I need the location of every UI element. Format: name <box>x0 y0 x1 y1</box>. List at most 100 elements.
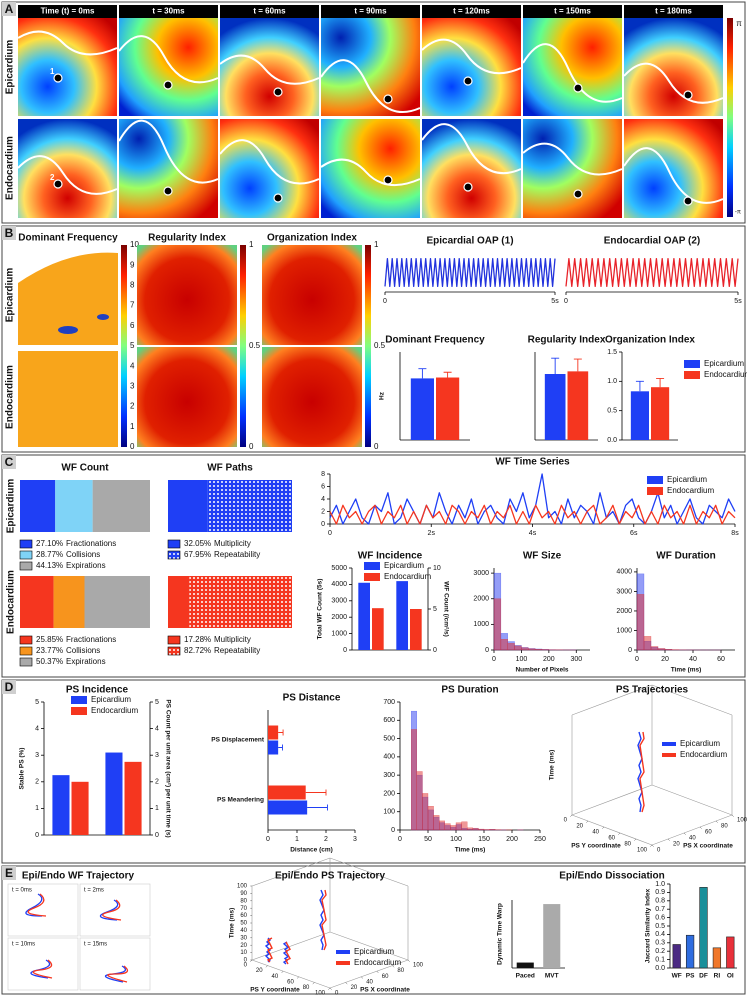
time-label: t = 150ms <box>554 7 591 16</box>
phase-singularity <box>573 189 583 199</box>
x-tick-label: 4s <box>529 530 537 537</box>
trajectory-frame <box>7 937 79 991</box>
axis-tick-label: 60 <box>240 913 247 919</box>
y-tick-label: 2 <box>35 779 39 786</box>
bar <box>410 609 422 650</box>
y-tick-label: 0.0 <box>607 437 617 444</box>
histogram-bar <box>444 823 451 831</box>
y-axis-label: Jaccard Similarity Index <box>645 888 652 963</box>
x-tick-label: 300 <box>570 656 582 663</box>
bar <box>124 761 142 835</box>
histogram-bar <box>507 643 515 651</box>
wavefront-contour <box>17 30 118 56</box>
chart-title: Epicardial OAP (1) <box>426 236 513 247</box>
y-tick-label: 0 <box>433 647 437 654</box>
axis-tick-label: 70 <box>240 906 247 912</box>
colorbar <box>365 245 371 447</box>
x-tick-label: 5s <box>551 298 559 305</box>
bar <box>268 800 308 815</box>
panel-letter: C <box>5 455 14 469</box>
histogram-bar <box>455 822 462 831</box>
map-header <box>321 5 420 18</box>
y-tick-label: 0 <box>485 647 489 654</box>
frame-label: t = 0ms <box>12 888 32 894</box>
axis-tick-label: 20 <box>576 824 583 830</box>
map-header <box>18 5 117 18</box>
axis-tick <box>312 982 315 985</box>
y-tick-label: 3 <box>155 752 159 759</box>
colorbar-tick: 1 <box>374 240 379 249</box>
y-axis-label: Stable PS (%) <box>19 748 26 790</box>
x-axis-label: PS X coordinate <box>683 843 733 850</box>
histogram-bar <box>493 598 502 651</box>
axis-tick-label: 30 <box>240 935 247 941</box>
y-tick-label: 3000 <box>331 598 347 605</box>
y-tick-label: 5 <box>35 699 39 706</box>
axis-tick-label: 0 <box>657 848 661 854</box>
axis-tick-label: 80 <box>303 985 310 991</box>
legend-label: Multiplicity <box>214 539 251 548</box>
y2-axis-label: PS Count per unit area (cm²) per unit ti… <box>164 699 171 837</box>
panel-frame <box>1 865 746 995</box>
activation-map <box>119 119 218 218</box>
axis-tick-label: 80 <box>240 898 247 904</box>
bar <box>685 934 695 969</box>
x-tick-label: 150 <box>478 836 490 843</box>
chart-title: Regularity Index <box>528 335 606 346</box>
y-tick-label: 2000 <box>616 608 632 615</box>
panel-letter: D <box>5 680 14 694</box>
bar <box>651 387 670 440</box>
x-tick-label: 2 <box>324 836 328 843</box>
trajectory <box>264 937 272 963</box>
wavefront-contour <box>219 139 320 185</box>
x-tick-label: 20 <box>661 656 669 663</box>
y-tick-label: 600 <box>383 717 395 724</box>
histogram-bar <box>461 821 468 831</box>
axis-tick-label: 80 <box>624 842 631 848</box>
y-tick-label: 5 <box>155 699 159 706</box>
bar <box>516 962 534 968</box>
legend-swatch <box>71 707 87 715</box>
wavefront-contour <box>522 43 623 103</box>
axis-tick-label: 60 <box>382 974 389 980</box>
legend-label: Endocardium <box>91 706 138 715</box>
map-region <box>97 314 109 320</box>
histogram-bar <box>514 645 522 651</box>
error-bar <box>278 729 284 736</box>
cube-edge <box>571 684 653 716</box>
x-tick-label: 0 <box>564 298 568 305</box>
map-region <box>18 245 118 283</box>
colorbar-tick: 0.5 <box>374 341 386 350</box>
axis-tick-label: 60 <box>608 836 615 842</box>
cube-edge <box>329 931 409 961</box>
value-label: 67.95% <box>184 550 211 559</box>
frame-label: t = 2ms <box>84 888 104 894</box>
time-label: t = 180ms <box>655 7 692 16</box>
stacked-segment <box>84 576 150 628</box>
legend-swatch <box>19 561 33 571</box>
wavefront-contour <box>421 38 522 75</box>
map-title: Dominant Frequency <box>18 233 118 244</box>
time-label: t = 30ms <box>152 7 185 16</box>
y-tick-label: 4 <box>321 496 325 503</box>
y-tick-label: 1000 <box>616 627 632 634</box>
x-axis-label: PS X coordinate <box>360 987 410 994</box>
letter-box <box>2 866 16 880</box>
axis-tick <box>602 826 605 829</box>
axis-tick <box>328 987 331 990</box>
y-tick-label: 1000 <box>331 630 347 637</box>
wavefront-contour <box>522 142 623 176</box>
axis-tick-label: 80 <box>721 824 728 830</box>
histogram-bar <box>534 649 543 651</box>
y-tick-label: 1 <box>35 805 39 812</box>
error-bar <box>443 371 452 378</box>
error-bar <box>305 789 327 796</box>
axis-tick <box>715 820 718 823</box>
bar <box>436 377 460 440</box>
cube-edge <box>251 857 331 887</box>
phase-singularity <box>163 186 173 196</box>
legend-label: Epicardium <box>91 695 131 704</box>
y-tick-label: 0 <box>35 832 39 839</box>
error-bar <box>551 357 560 374</box>
